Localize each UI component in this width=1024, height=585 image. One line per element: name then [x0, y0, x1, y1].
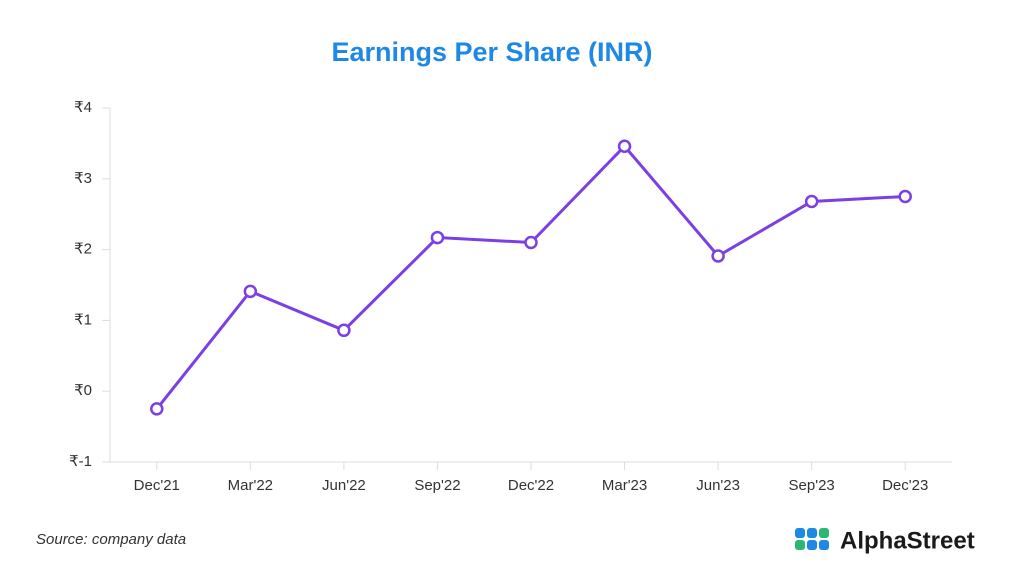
source-note: Source: company data [36, 531, 186, 548]
y-tick-label: ₹1 [74, 311, 92, 328]
data-point [898, 189, 912, 204]
x-tick-label: Jun'22 [322, 477, 366, 494]
data-point [337, 323, 351, 338]
y-tick-label: ₹3 [74, 170, 92, 187]
x-tick-label: Dec'21 [134, 477, 180, 494]
x-tick-label: Mar'22 [228, 477, 273, 494]
y-tick-label: ₹2 [74, 241, 92, 258]
series-line [155, 144, 906, 410]
brand-logo [795, 528, 829, 550]
x-tick-label: Dec'22 [508, 477, 554, 494]
y-tick-label: ₹-1 [69, 453, 92, 470]
x-tick-label: Sep'22 [414, 477, 460, 494]
data-point [150, 402, 164, 416]
data-point [430, 230, 445, 245]
brand-name: AlphaStreet [840, 527, 975, 554]
x-tick-label: Dec'23 [882, 477, 928, 494]
y-tick-label: ₹0 [74, 382, 92, 399]
data-point [524, 235, 538, 250]
x-tick-label: Sep'23 [789, 477, 835, 494]
x-tick-label: Mar'23 [602, 477, 647, 494]
data-point [711, 249, 725, 263]
chart-title: Earnings Per Share (INR) [331, 37, 652, 67]
y-tick-label: ₹4 [74, 99, 92, 116]
x-tick-label: Jun'23 [696, 477, 740, 494]
data-point [617, 139, 632, 153]
data-point [804, 194, 819, 209]
data-point [243, 284, 258, 299]
